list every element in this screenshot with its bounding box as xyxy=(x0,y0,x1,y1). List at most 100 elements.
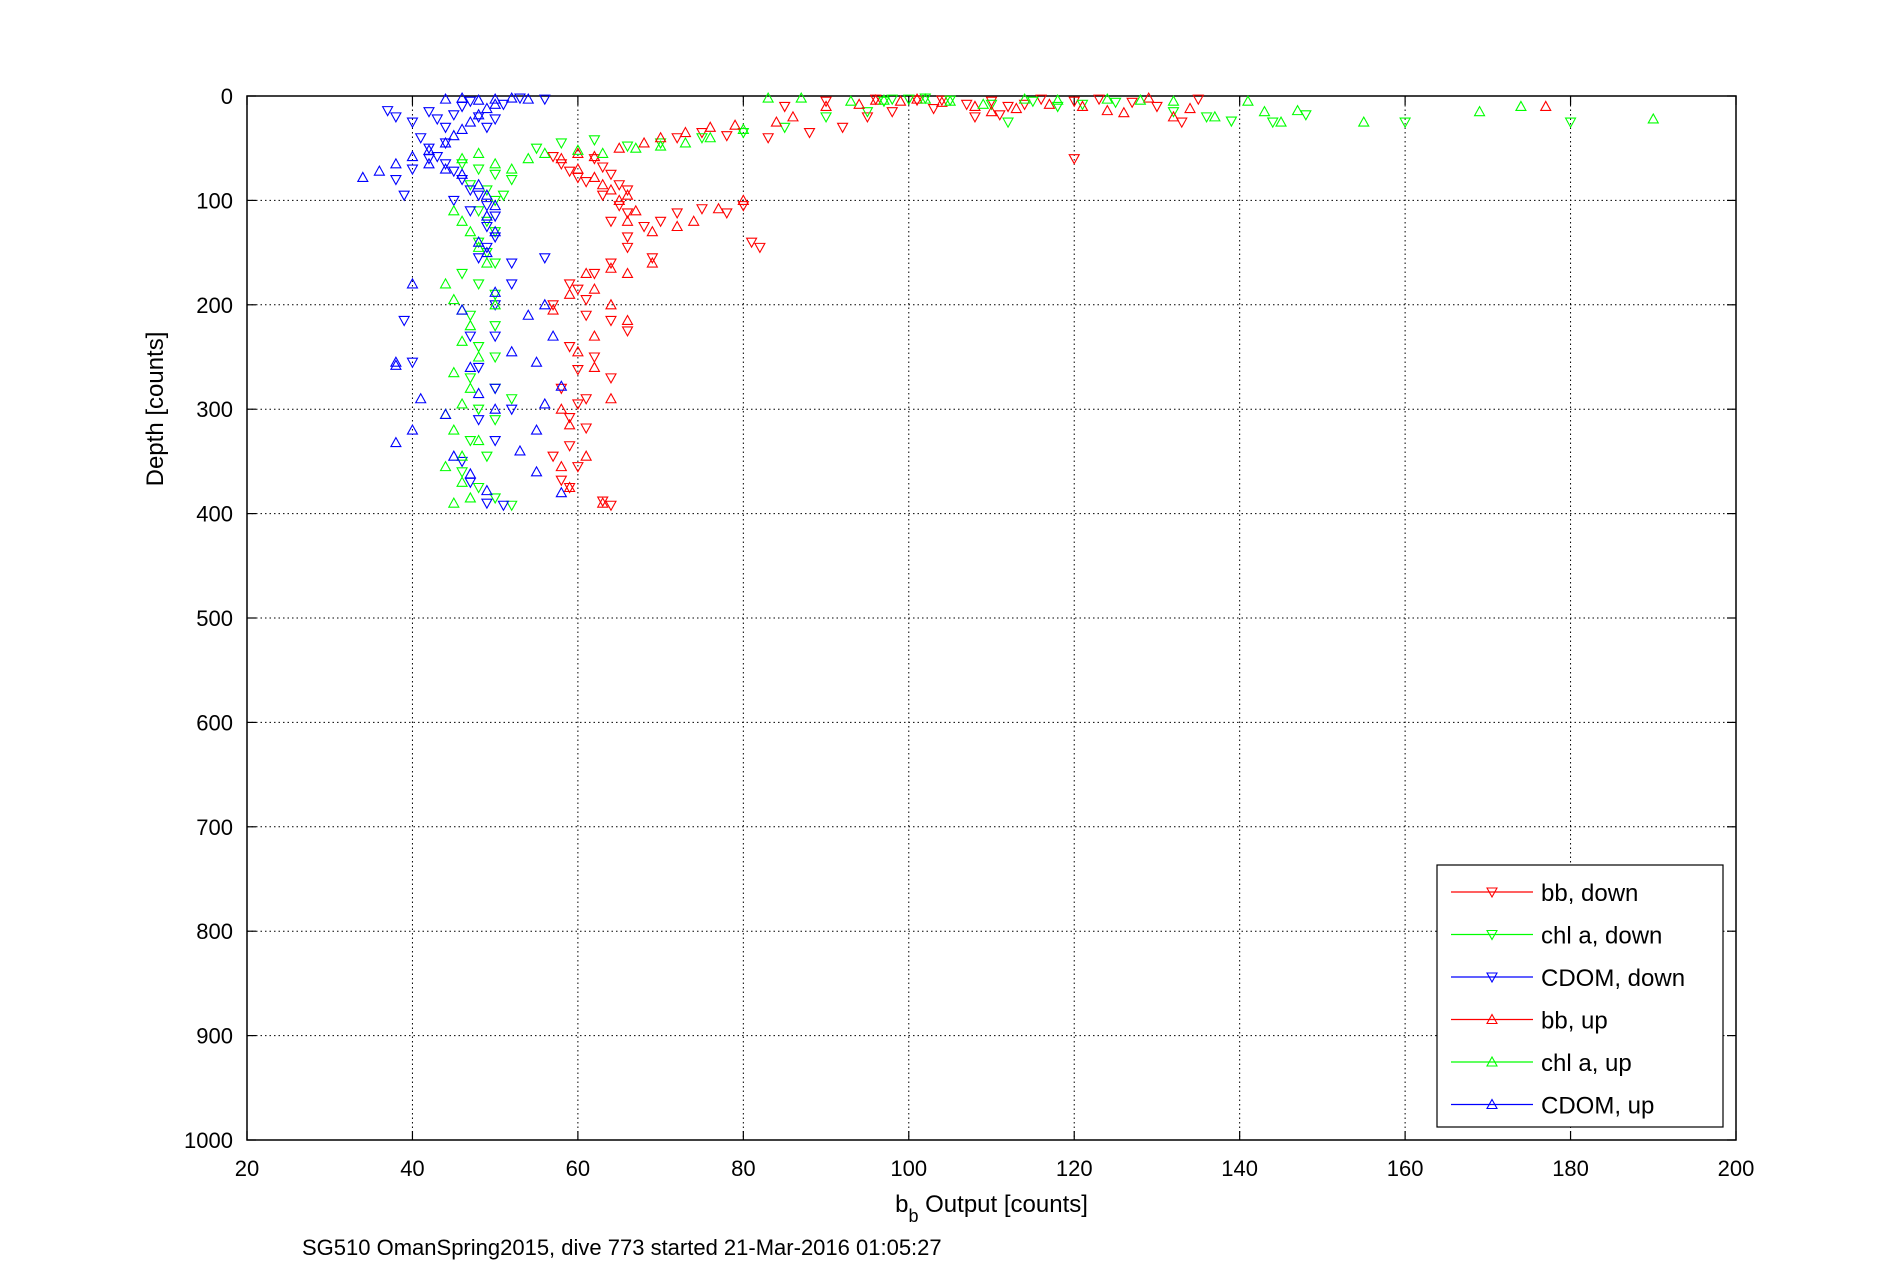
data-point xyxy=(679,136,692,148)
legend-label: CDOM, up xyxy=(1541,1093,1654,1120)
data-point xyxy=(1043,98,1056,109)
data-point xyxy=(737,201,750,212)
data-point xyxy=(621,232,634,244)
data-point xyxy=(480,189,493,200)
data-point xyxy=(1134,94,1147,105)
data-point xyxy=(803,127,816,139)
data-point xyxy=(571,399,584,411)
data-point xyxy=(472,108,485,120)
data-point xyxy=(969,112,981,124)
data-point xyxy=(671,220,684,232)
data-point xyxy=(1167,95,1180,106)
data-point xyxy=(878,94,890,105)
data-point xyxy=(538,397,551,409)
data-point xyxy=(605,392,617,404)
data-point xyxy=(505,394,518,405)
data-point xyxy=(489,331,502,343)
data-point xyxy=(853,98,866,109)
data-point xyxy=(414,392,427,404)
data-point xyxy=(580,295,593,306)
data-point xyxy=(497,190,510,202)
data-point xyxy=(1184,102,1196,114)
data-point xyxy=(480,209,493,221)
y-tick-label: 800 xyxy=(196,919,233,944)
legend-entry: chl a, down xyxy=(1451,923,1662,950)
data-point xyxy=(489,114,502,126)
data-point xyxy=(1126,97,1139,109)
data-point xyxy=(762,91,775,103)
data-point xyxy=(439,408,452,419)
data-point xyxy=(894,95,907,106)
data-point xyxy=(480,221,493,233)
data-point xyxy=(588,171,601,182)
data-point xyxy=(861,107,874,118)
data-point xyxy=(547,303,560,315)
data-point xyxy=(1175,117,1188,129)
data-point xyxy=(621,242,634,254)
data-point xyxy=(464,331,477,343)
data-point xyxy=(563,441,576,452)
legend-box xyxy=(1436,864,1724,1128)
data-point xyxy=(1068,96,1081,108)
data-point xyxy=(580,310,593,322)
data-point xyxy=(778,101,791,113)
data-point xyxy=(472,434,485,446)
data-point xyxy=(596,162,609,174)
data-point xyxy=(406,423,419,435)
data-point xyxy=(820,112,832,124)
data-point xyxy=(464,319,477,331)
legend-label: bb, up xyxy=(1541,1008,1608,1035)
data-point xyxy=(1151,101,1163,113)
data-point xyxy=(621,141,634,153)
data-point xyxy=(878,96,890,108)
data-point xyxy=(538,253,551,264)
data-point xyxy=(621,208,634,220)
data-point xyxy=(580,177,593,188)
data-point xyxy=(646,256,659,268)
data-point xyxy=(464,180,477,191)
data-point xyxy=(480,242,493,254)
data-point xyxy=(464,115,477,127)
data-point xyxy=(555,383,568,395)
data-point xyxy=(571,462,584,473)
data-point xyxy=(398,190,411,202)
data-point xyxy=(621,215,634,226)
y-tick-label: 200 xyxy=(196,293,233,318)
data-point xyxy=(456,467,469,478)
x-tick-label: 160 xyxy=(1387,1156,1424,1181)
data-point xyxy=(580,394,593,405)
data-point xyxy=(472,404,485,416)
data-point xyxy=(555,138,568,150)
data-point xyxy=(1026,96,1039,108)
data-point xyxy=(456,268,469,280)
data-point xyxy=(406,117,419,129)
y-tick-label: 1000 xyxy=(184,1128,233,1153)
data-point xyxy=(398,315,411,327)
legend-entry: CDOM, up xyxy=(1451,1093,1654,1120)
data-point xyxy=(621,267,634,279)
data-point xyxy=(1225,116,1238,128)
data-point xyxy=(638,136,651,148)
data-point xyxy=(447,450,460,461)
data-point xyxy=(489,98,502,109)
data-point xyxy=(605,216,617,228)
data-point xyxy=(563,481,576,493)
data-point xyxy=(613,180,626,191)
data-point xyxy=(1093,94,1105,106)
data-point xyxy=(447,195,460,207)
data-point xyxy=(1291,104,1304,116)
data-point xyxy=(1051,94,1064,105)
data-point xyxy=(704,121,717,132)
y-axis-label: Depth [counts] xyxy=(142,332,169,487)
data-point xyxy=(472,241,485,252)
data-point xyxy=(605,169,617,181)
data-point xyxy=(464,96,477,108)
data-point xyxy=(456,303,469,315)
data-point xyxy=(588,268,601,280)
data-point xyxy=(538,298,551,310)
data-point xyxy=(1299,110,1312,121)
series-3 xyxy=(547,91,1552,508)
data-point xyxy=(1018,99,1031,111)
data-point xyxy=(654,138,667,150)
